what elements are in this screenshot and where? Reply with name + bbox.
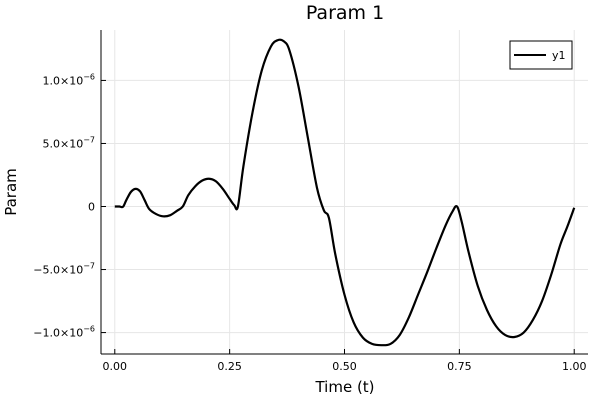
y-ticks: −1.0×10−6−5.0×10−705.0×10−71.0×10−6 <box>33 72 106 340</box>
series-layer <box>114 38 576 347</box>
y-tick-exponent: −7 <box>83 135 95 144</box>
y-tick-mantissa: 5.0×10 <box>42 137 83 150</box>
y-axis-label: Param <box>2 168 20 216</box>
y-tick-exponent: −6 <box>83 72 95 81</box>
y-grid <box>101 79 588 334</box>
y-tick-mantissa: −1.0×10 <box>33 327 83 340</box>
y-tick-mantissa: 1.0×10 <box>42 74 83 87</box>
legend-entry-y1: y1 <box>552 49 566 62</box>
x-grid <box>114 30 575 354</box>
y-tick-label: −1.0×10−6 <box>33 325 95 340</box>
x-tick-label: 0.25 <box>217 360 242 373</box>
x-tick-label: 1.00 <box>562 360 587 373</box>
y-tick-exponent: −6 <box>83 325 95 334</box>
y-tick-label: 0 <box>88 200 95 213</box>
y-tick-exponent: −7 <box>83 262 95 271</box>
x-tick-label: 0.75 <box>447 360 472 373</box>
x-ticks: 0.00 0.25 0.50 0.75 1.00 <box>103 349 587 373</box>
legend: y1 <box>509 40 573 70</box>
series-line-y1 <box>114 38 576 347</box>
chart-title: Param 1 <box>306 2 384 24</box>
x-axis-label: Time (t) <box>314 378 374 396</box>
x-tick-label: 0.00 <box>103 360 128 373</box>
y-tick-mantissa: −5.0×10 <box>33 264 83 277</box>
y-tick-label: −5.0×10−7 <box>33 262 95 277</box>
x-tick-label: 0.50 <box>332 360 357 373</box>
y-tick-label: 5.0×10−7 <box>42 135 95 150</box>
y-tick-mantissa: 0 <box>88 200 95 213</box>
y-tick-label: 1.0×10−6 <box>42 72 95 87</box>
